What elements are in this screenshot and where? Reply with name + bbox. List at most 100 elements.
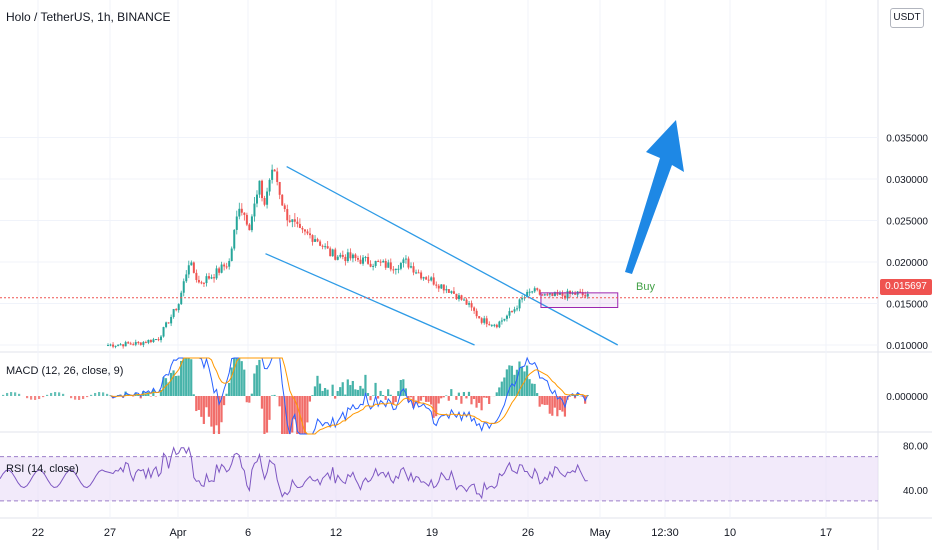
candle-body	[541, 294, 544, 296]
macd-histogram-bar	[371, 395, 375, 396]
macd-histogram-bar	[364, 374, 367, 396]
macd-histogram-bar	[14, 392, 17, 396]
macd-histogram-bar	[336, 390, 339, 396]
macd-histogram-bar	[457, 392, 460, 396]
macd-histogram-bar	[470, 396, 473, 405]
macd-histogram-bar	[306, 396, 309, 423]
candle-body	[170, 316, 173, 324]
candle-body	[493, 324, 496, 326]
x-tick-label: 6	[245, 527, 251, 539]
macd-histogram-bar	[546, 396, 549, 405]
macd-histogram-bar	[558, 396, 561, 411]
candle-body	[404, 258, 407, 260]
candle-body	[291, 219, 294, 222]
macd-histogram-bar	[331, 384, 334, 396]
macd-histogram-bar	[200, 396, 203, 417]
candle-body	[344, 256, 347, 262]
candle-body	[442, 284, 445, 291]
channel-lower-line[interactable]	[265, 253, 475, 346]
candle-body	[223, 264, 226, 267]
candle-body	[137, 342, 140, 344]
candle-body	[268, 179, 271, 192]
macd-histogram-bar	[74, 396, 77, 400]
macd-histogram-bar	[402, 379, 405, 396]
macd-histogram-bar	[134, 392, 137, 396]
candle-body	[354, 254, 357, 258]
macd-histogram-bar	[159, 389, 163, 396]
macd-histogram-bar	[581, 396, 584, 397]
macd-histogram-bar	[296, 396, 299, 434]
candle-body	[505, 315, 508, 319]
candle-body	[192, 262, 195, 273]
macd-histogram-bar	[238, 358, 241, 396]
macd-histogram-bar	[495, 392, 498, 396]
macd-histogram-bar	[409, 396, 412, 398]
candle-body	[488, 324, 491, 326]
macd-title[interactable]: MACD (12, 26, close, 9)	[6, 365, 124, 377]
consolidation-box[interactable]	[540, 292, 619, 308]
candle-body	[205, 276, 208, 284]
candle-body	[114, 345, 117, 347]
candle-body	[468, 303, 471, 305]
y-tick-label: 0.015000	[886, 300, 928, 311]
macd-histogram-bar	[568, 396, 572, 397]
candle-body	[531, 291, 534, 293]
macd-histogram-bar	[384, 396, 387, 400]
candle-body	[245, 214, 248, 225]
macd-histogram-bar	[195, 396, 198, 412]
candle-body	[316, 239, 319, 242]
macd-histogram-bar	[349, 385, 352, 396]
candle-body	[513, 309, 516, 312]
candle-body	[233, 229, 236, 249]
candle-body	[551, 293, 554, 296]
candle-body	[134, 342, 137, 345]
macd-histogram-bar	[533, 383, 536, 396]
macd-histogram-bar	[207, 396, 210, 417]
candle-body	[200, 282, 203, 284]
candle-body	[132, 344, 135, 346]
candle-body	[144, 342, 147, 344]
candle-body	[546, 294, 549, 296]
candle-body	[122, 344, 125, 347]
macd-histogram-bar	[177, 375, 180, 396]
x-tick-label: 19	[426, 527, 438, 539]
candle-body	[362, 257, 365, 264]
candle-body	[238, 208, 241, 217]
rsi-title[interactable]: RSI (14, close)	[6, 463, 79, 475]
currency-button[interactable]: USDT	[890, 8, 924, 28]
candle-body	[301, 227, 304, 230]
candle-body	[445, 289, 448, 291]
macd-histogram-bar	[538, 396, 541, 407]
macd-histogram-bar	[54, 392, 57, 396]
macd-histogram-bar	[435, 396, 438, 417]
macd-histogram-bar	[412, 396, 415, 408]
macd-histogram-bar	[235, 358, 238, 396]
candle-body	[228, 260, 231, 267]
candle-body	[495, 324, 498, 328]
candle-body	[334, 249, 337, 260]
macd-histogram-bar	[248, 396, 251, 403]
symbol-title[interactable]: Holo / TetherUS, 1h, BINANCE	[6, 10, 171, 24]
macd-histogram-bar	[366, 393, 370, 396]
candle-body	[167, 322, 170, 324]
candle-body	[521, 298, 524, 300]
candle-body	[341, 254, 344, 257]
x-tick-label: 17	[820, 527, 832, 539]
candle-body	[447, 289, 450, 293]
y-tick-label: 0.035000	[886, 134, 928, 145]
macd-histogram-bar	[354, 389, 357, 396]
macd-histogram-bar	[440, 396, 443, 399]
macd-histogram-bar	[293, 396, 296, 420]
macd-histogram-bar	[356, 389, 359, 396]
candle-body	[571, 292, 574, 294]
candle-body	[566, 290, 569, 299]
x-tick-label: 22	[32, 527, 44, 539]
macd-histogram-bar	[167, 382, 170, 396]
macd-histogram-bar	[225, 393, 228, 396]
candle-body	[397, 268, 400, 270]
macd-histogram-bar	[58, 392, 61, 396]
channel-upper-line[interactable]	[286, 165, 619, 346]
macd-histogram-bar	[344, 394, 347, 396]
forecast-arrow[interactable]	[625, 120, 684, 274]
